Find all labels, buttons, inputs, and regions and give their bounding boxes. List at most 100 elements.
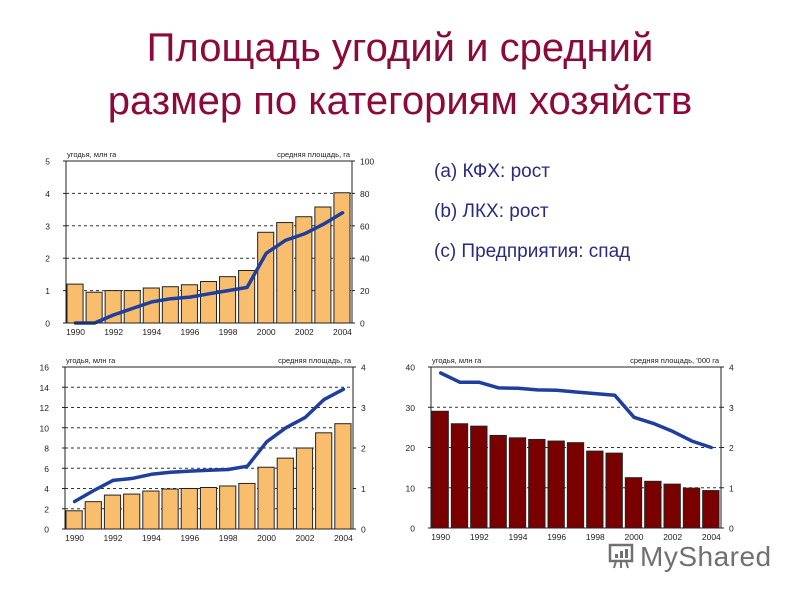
y-left-tick: 1 [45, 286, 50, 296]
x-tick: 2000 [625, 532, 644, 542]
y-left-tick: 0 [410, 524, 415, 534]
x-tick: 2004 [333, 327, 352, 337]
y-left-tick: 4 [44, 484, 49, 494]
bar [682, 487, 701, 529]
bar [508, 437, 527, 529]
y-left-tick: 40 [406, 363, 416, 373]
bar [65, 510, 83, 530]
presentation-board-icon [608, 543, 634, 569]
y-right-tick: 2 [361, 444, 366, 454]
x-tick: 1998 [219, 327, 238, 337]
x-tick: 2000 [257, 327, 276, 337]
x-tick: 2002 [296, 533, 315, 543]
bar [219, 276, 237, 324]
avg-size-line [438, 371, 714, 450]
finding-enterprises: (c) Предприятия: спад [434, 241, 631, 262]
x-tick: 2002 [663, 532, 682, 542]
x-tick: 1994 [142, 533, 161, 543]
bar [199, 486, 218, 530]
x-tick: 1992 [104, 327, 123, 337]
bar [219, 485, 237, 530]
y-left-tick: 10 [40, 423, 50, 433]
y-right-tick: 4 [729, 363, 734, 373]
y-left-tick: 4 [45, 189, 50, 199]
left-axis-label: угодья, млн га [67, 150, 117, 159]
bar [103, 494, 122, 530]
finding-lkh: (b) ЛКХ: рост [434, 201, 549, 222]
left-axis-label: угодья, млн га [432, 356, 482, 365]
bar [450, 423, 469, 529]
bar [180, 284, 198, 324]
y-right-tick: 4 [361, 363, 366, 373]
bar [295, 447, 314, 530]
bar [85, 291, 103, 324]
x-tick: 2004 [702, 532, 721, 542]
bar [257, 466, 275, 530]
right-axis-label: средняя площадь, га [278, 356, 352, 365]
x-tick: 1992 [104, 533, 123, 543]
bar [644, 480, 662, 529]
avg-size-line [73, 211, 345, 325]
bar [238, 482, 256, 530]
watermark: MyShared [606, 540, 772, 573]
x-tick: 1996 [180, 327, 199, 337]
y-right-tick: 3 [729, 403, 734, 413]
bar [663, 483, 681, 529]
y-left-tick: 8 [44, 444, 49, 454]
y-right-tick: 2 [729, 443, 734, 453]
bar [489, 434, 507, 529]
y-right-tick: 20 [360, 286, 370, 296]
y-right-tick: 1 [361, 484, 366, 494]
bar [431, 410, 449, 529]
x-tick: 1990 [431, 532, 450, 542]
y-left-tick: 16 [40, 363, 50, 373]
bar [547, 440, 565, 529]
y-right-tick: 100 [360, 157, 374, 167]
x-tick: 1998 [219, 533, 238, 543]
x-tick: 1998 [586, 532, 605, 542]
y-left-tick: 10 [406, 483, 416, 493]
bar [257, 231, 275, 324]
y-left-tick: 3 [45, 221, 50, 231]
x-tick: 1994 [142, 327, 161, 337]
y-right-tick: 60 [360, 221, 370, 231]
y-right-tick: 0 [729, 524, 734, 534]
avg-size-line [72, 387, 346, 504]
bar [142, 490, 160, 530]
y-right-tick: 0 [361, 525, 366, 535]
x-tick: 1996 [180, 533, 199, 543]
y-left-tick: 6 [44, 464, 49, 474]
bar [605, 452, 623, 529]
bar [276, 457, 294, 530]
right-axis-label: средняя площадь, га [277, 150, 351, 159]
x-tick: 2002 [295, 327, 314, 337]
x-tick: 2000 [257, 533, 276, 543]
y-left-tick: 0 [44, 525, 49, 535]
bar [161, 286, 179, 324]
bar [180, 488, 198, 530]
right-axis-label: средняя площадь, '000 га [630, 356, 720, 365]
bar [199, 281, 218, 324]
y-right-tick: 1 [729, 483, 734, 493]
y-left-tick: 20 [406, 443, 416, 453]
bar [566, 442, 585, 529]
y-left-tick: 12 [40, 403, 50, 413]
bar [123, 493, 141, 530]
finding-kfh: (a) КФХ: рост [434, 161, 550, 182]
x-tick: 1996 [547, 532, 566, 542]
y-right-tick: 3 [361, 403, 366, 413]
bar [161, 488, 179, 530]
x-tick: 1994 [509, 532, 528, 542]
bar [624, 477, 643, 529]
findings-list: (a) КФХ: рост (b) ЛКХ: рост (c) Предприя… [434, 160, 630, 280]
bar [315, 432, 333, 530]
bar [66, 283, 84, 324]
bar [528, 438, 546, 529]
slide-title-line1: Площадь угодий и средний [146, 26, 654, 70]
x-tick: 1990 [65, 533, 84, 543]
x-tick: 1990 [66, 327, 85, 337]
chart-kfh: 0 1 2 3 4 5 0 20 40 60 80 100 1990 1992 1994 1996 1998 20… [45, 150, 374, 337]
slide-title: Площадь угодий и средний размер по катег… [0, 22, 800, 128]
